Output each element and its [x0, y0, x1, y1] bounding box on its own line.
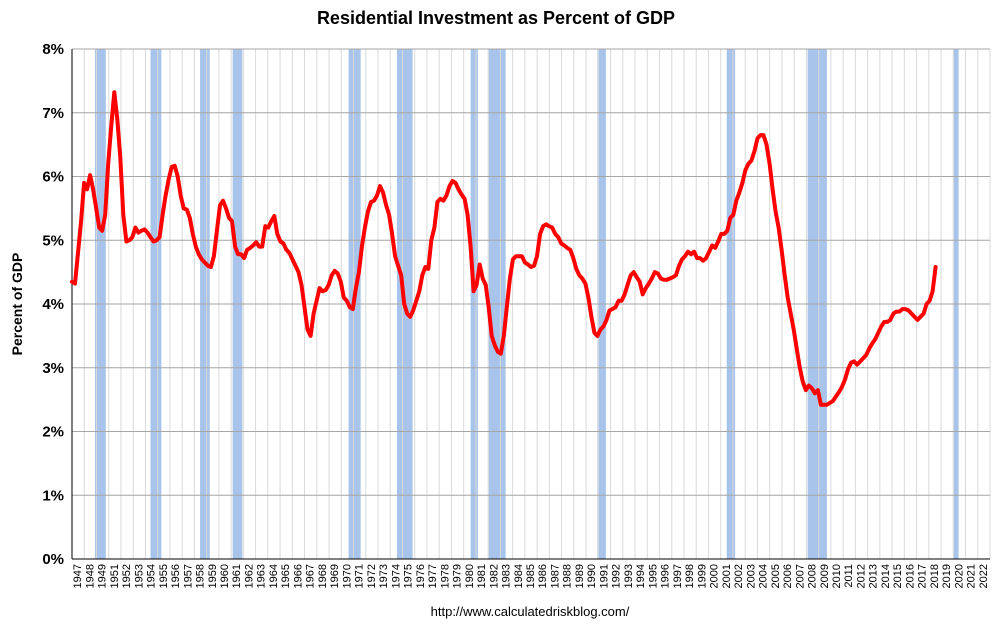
- x-tick-label: 1976: [415, 564, 427, 588]
- source-url: http://www.calculatedriskblog.com/: [431, 604, 630, 619]
- x-tick-labels: 1947 1948 1949 1951 1952 1953 1954 1955 1956 1957…: [72, 564, 990, 588]
- series-line: [70, 90, 938, 407]
- x-tick-label: 1980: [464, 564, 476, 588]
- x-tick-label: 2000: [709, 564, 721, 588]
- x-tick-label: 2007: [794, 564, 806, 588]
- x-tick-label: 1968: [317, 564, 329, 588]
- x-tick-label: 1988: [562, 564, 574, 588]
- y-tick-label: 6%: [42, 169, 64, 186]
- x-tick-label: 1975: [403, 564, 415, 588]
- x-tick-label: 2003: [745, 564, 757, 588]
- x-tick-label: 1986: [537, 564, 549, 588]
- x-tick-label: 1982: [488, 564, 500, 588]
- y-tick-label: 3%: [42, 360, 64, 377]
- y-tick-label: 7%: [42, 105, 64, 122]
- y-tick-label: 2%: [42, 424, 64, 441]
- x-tick-label: 1987: [549, 564, 561, 588]
- x-tick-label: 2021: [966, 564, 978, 588]
- x-tick-label: 2015: [892, 564, 904, 588]
- x-tick-label: 1993: [623, 564, 635, 588]
- x-tick-label: 1964: [268, 564, 280, 588]
- x-tick-label: 2022: [978, 564, 990, 588]
- x-tick-label: 1953: [133, 564, 145, 588]
- x-tick-label: 1978: [439, 564, 451, 588]
- x-tick-label: 1955: [158, 564, 170, 588]
- x-tick-label: 1961: [231, 564, 243, 588]
- x-tick-label: 2010: [831, 564, 843, 588]
- x-tick-label: 1973: [378, 564, 390, 588]
- axes: [71, 49, 990, 560]
- x-tick-label: 1957: [182, 564, 194, 588]
- x-tick-label: 1998: [684, 564, 696, 588]
- x-tick-label: 1966: [292, 564, 304, 588]
- x-tick-label: 1969: [329, 564, 341, 588]
- x-tick-label: 2002: [733, 564, 745, 588]
- x-tick-label: 1949: [97, 564, 109, 588]
- x-tick-label: 1989: [574, 564, 586, 588]
- x-tick-label: 1965: [280, 564, 292, 588]
- x-tick-label: 2016: [904, 564, 916, 588]
- x-tick-label: 2018: [929, 564, 941, 588]
- x-tick-label: 1951: [109, 564, 121, 588]
- y-tick-label: 5%: [42, 232, 64, 249]
- y-tick-label: 1%: [42, 487, 64, 504]
- x-tick-label: 1997: [672, 564, 684, 588]
- x-tick-label: 1974: [390, 564, 402, 588]
- x-tick-label: 1962: [243, 564, 255, 588]
- horizontal-gridlines: [72, 48, 990, 560]
- x-tick-label: 2001: [721, 564, 733, 588]
- x-tick-label: 1999: [696, 564, 708, 588]
- x-tick-label: 2017: [917, 564, 929, 588]
- x-tick-label: 2008: [807, 564, 819, 588]
- chart-title: Residential Investment as Percent of GDP: [317, 8, 675, 28]
- x-tick-label: 1984: [513, 564, 525, 588]
- x-tick-label: 2011: [843, 564, 855, 588]
- x-tick-label: 2020: [953, 564, 965, 588]
- x-tick-label: 1970: [341, 564, 353, 588]
- x-tick-label: 1959: [207, 564, 219, 588]
- x-tick-label: 2006: [782, 564, 794, 588]
- x-tick-label: 2012: [855, 564, 867, 588]
- x-tick-label: 1960: [219, 564, 231, 588]
- x-tick-label: 2004: [758, 564, 770, 588]
- x-tick-label: 2005: [770, 564, 782, 588]
- x-tick-label: 1985: [525, 564, 537, 588]
- x-tick-label: 1963: [256, 564, 268, 588]
- x-tick-label: 2014: [880, 564, 892, 588]
- y-tick-label: 0%: [42, 551, 64, 568]
- x-tick-label: 1996: [660, 564, 672, 588]
- x-tick-label: 1992: [611, 564, 623, 588]
- x-tick-label: 1995: [647, 564, 659, 588]
- x-tick-label: 1947: [72, 564, 84, 588]
- x-tick-label: 1990: [586, 564, 598, 588]
- x-tick-label: 1972: [366, 564, 378, 588]
- x-tick-label: 1956: [170, 564, 182, 588]
- x-tick-label: 2013: [868, 564, 880, 588]
- x-tick-label: 1981: [476, 564, 488, 588]
- x-tick-label: 1948: [84, 564, 96, 588]
- x-tick-label: 2009: [819, 564, 831, 588]
- y-axis-label: Percent of GDP: [9, 253, 25, 356]
- y-tick-label: 4%: [42, 296, 64, 313]
- x-tick-label: 1958: [195, 564, 207, 588]
- x-tick-label: 2019: [941, 564, 953, 588]
- x-tick-label: 1979: [452, 564, 464, 588]
- x-tick-label: 1983: [501, 564, 513, 588]
- x-tick-label: 1971: [354, 564, 366, 588]
- x-tick-label: 1994: [635, 564, 647, 588]
- y-tick-label: 8%: [42, 41, 64, 58]
- x-tick-label: 1977: [427, 564, 439, 588]
- x-tick-label: 1967: [305, 564, 317, 588]
- y-tick-labels: 0% 1% 2% 3% 4% 5% 6% 7% 8%: [42, 41, 64, 568]
- x-tick-label: 1952: [121, 564, 133, 588]
- series-layer: [70, 90, 938, 407]
- x-tick-label: 1991: [598, 564, 610, 588]
- x-tick-label: 1954: [146, 564, 158, 588]
